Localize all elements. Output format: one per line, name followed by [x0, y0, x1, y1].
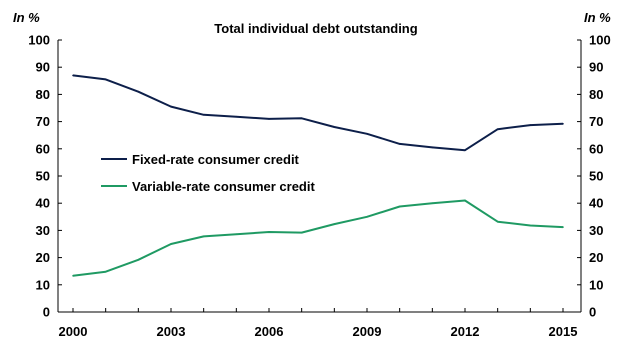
x-tick-label: 2000 — [59, 324, 88, 337]
data-point-fixed-rate — [268, 118, 270, 120]
y-tick-label-left: 90 — [36, 60, 50, 75]
y-axis-left: 0 10 20 30 40 50 60 70 80 90 100 — [28, 33, 62, 320]
series-line-variable-rate — [72, 199, 564, 277]
y-tick-label-left: 0 — [43, 305, 50, 320]
series-group — [72, 74, 564, 277]
y-tick-label-left: 50 — [36, 169, 50, 184]
x-tick-label: 2015 — [549, 324, 578, 337]
data-point-variable-rate — [170, 243, 172, 245]
x-axis: 2000 2003 2006 2009 2012 2015 — [59, 308, 578, 339]
y-tick-label-left: 20 — [36, 250, 50, 265]
data-point-fixed-rate — [137, 90, 140, 93]
data-point-fixed-rate — [529, 124, 532, 126]
data-point-fixed-rate — [72, 74, 74, 77]
y-tick-label-right: 100 — [589, 33, 611, 48]
y-axis-right: 0 10 20 30 40 50 60 70 80 90 100 — [577, 33, 611, 320]
y-tick-label-left: 70 — [36, 114, 50, 129]
y-tick-label-right: 10 — [589, 277, 603, 292]
data-point-fixed-rate — [398, 143, 401, 145]
y-tick-label-right: 80 — [589, 87, 603, 102]
y-tick-label-right: 40 — [589, 196, 603, 211]
data-point-fixed-rate — [104, 78, 107, 81]
y-tick-label-right: 70 — [589, 114, 603, 129]
y-tick-label-left: 40 — [36, 196, 50, 211]
plot-frame — [57, 40, 582, 313]
y-tick-label-left: 100 — [28, 33, 50, 48]
data-point-fixed-rate — [366, 133, 368, 135]
data-point-fixed-rate — [431, 146, 434, 149]
x-tick-label: 2012 — [451, 324, 480, 337]
y-unit-left: In % — [13, 10, 40, 25]
data-point-variable-rate — [202, 235, 205, 238]
y-unit-right: In % — [584, 10, 611, 25]
data-point-variable-rate — [333, 223, 336, 225]
data-point-variable-rate — [72, 275, 74, 277]
data-point-fixed-rate — [496, 128, 499, 130]
chart-title: Total individual debt outstanding — [214, 21, 417, 36]
data-point-variable-rate — [268, 231, 270, 233]
y-tick-label-left: 30 — [36, 223, 50, 238]
data-point-variable-rate — [137, 259, 140, 261]
data-point-fixed-rate — [300, 117, 303, 120]
legend: Fixed-rate consumer credit Variable-rate… — [101, 152, 315, 194]
y-tick-label-left: 80 — [36, 87, 50, 102]
data-point-variable-rate — [529, 224, 532, 227]
data-point-variable-rate — [464, 199, 466, 202]
y-tick-label-left: 60 — [36, 141, 50, 156]
data-point-fixed-rate — [235, 115, 238, 118]
x-tick-label: 2006 — [255, 324, 284, 337]
series-line-fixed-rate — [72, 74, 564, 152]
data-point-variable-rate — [104, 270, 107, 273]
data-point-fixed-rate — [464, 149, 466, 151]
data-point-fixed-rate — [333, 126, 336, 128]
data-point-variable-rate — [300, 231, 303, 234]
data-point-variable-rate — [366, 216, 368, 218]
legend-label-fixed-rate: Fixed-rate consumer credit — [132, 152, 300, 167]
x-tick-label: 2009 — [353, 324, 382, 337]
y-tick-label-right: 30 — [589, 223, 603, 238]
data-point-fixed-rate — [562, 123, 564, 125]
data-point-variable-rate — [235, 233, 238, 235]
y-tick-label-left: 10 — [36, 277, 50, 292]
data-point-fixed-rate — [170, 105, 172, 108]
y-tick-label-right: 90 — [589, 60, 603, 75]
data-point-variable-rate — [562, 226, 564, 228]
data-point-variable-rate — [398, 205, 401, 208]
y-tick-label-right: 50 — [589, 169, 603, 184]
data-point-variable-rate — [496, 220, 499, 223]
data-point-variable-rate — [431, 202, 434, 204]
y-tick-label-right: 60 — [589, 141, 603, 156]
data-point-fixed-rate — [202, 114, 205, 116]
legend-label-variable-rate: Variable-rate consumer credit — [132, 179, 315, 194]
x-tick-label: 2003 — [157, 324, 186, 337]
y-tick-label-right: 20 — [589, 250, 603, 265]
y-tick-label-right: 0 — [589, 305, 596, 320]
